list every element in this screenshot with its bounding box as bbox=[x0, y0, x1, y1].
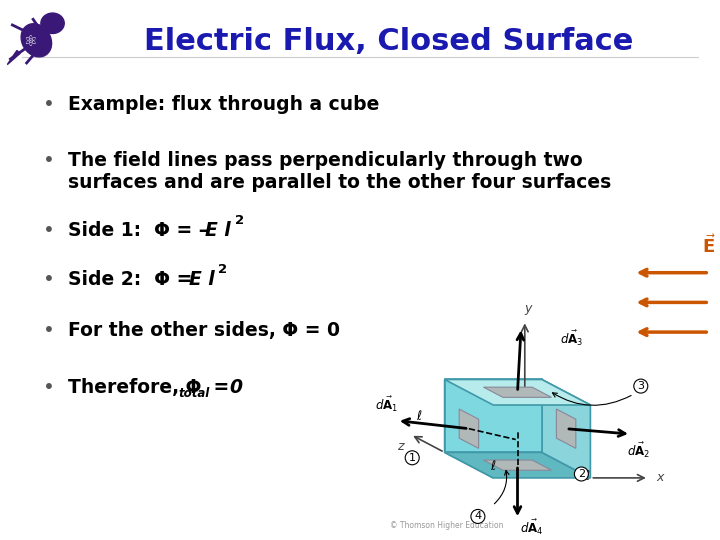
Polygon shape bbox=[445, 380, 493, 478]
Text: ⚛: ⚛ bbox=[23, 35, 37, 50]
Circle shape bbox=[41, 13, 64, 33]
Polygon shape bbox=[542, 380, 590, 478]
Text: 2: 2 bbox=[578, 469, 585, 479]
Text: $\vec{\mathbf{E}}$: $\vec{\mathbf{E}}$ bbox=[702, 234, 716, 257]
Text: Electric Flux, Closed Surface: Electric Flux, Closed Surface bbox=[144, 27, 634, 56]
Polygon shape bbox=[445, 453, 590, 478]
FancyArrowPatch shape bbox=[552, 393, 631, 406]
Text: 2: 2 bbox=[235, 214, 244, 227]
Text: $d\vec{\mathbf{A}}_2$: $d\vec{\mathbf{A}}_2$ bbox=[626, 441, 649, 460]
Text: z: z bbox=[397, 440, 403, 453]
FancyArrowPatch shape bbox=[495, 470, 509, 504]
Text: For the other sides, Φ = 0: For the other sides, Φ = 0 bbox=[68, 321, 341, 340]
Polygon shape bbox=[445, 380, 542, 453]
Text: Side 1:  Φ = –: Side 1: Φ = – bbox=[68, 221, 215, 240]
Polygon shape bbox=[445, 380, 590, 405]
Text: $\ell$: $\ell$ bbox=[585, 469, 591, 483]
Text: © Thomson Higher Education: © Thomson Higher Education bbox=[390, 521, 503, 530]
Polygon shape bbox=[7, 51, 20, 65]
Text: The field lines pass perpendicularly through two
surfaces and are parallel to th: The field lines pass perpendicularly thr… bbox=[68, 151, 612, 192]
Text: •: • bbox=[43, 94, 55, 113]
Ellipse shape bbox=[21, 24, 52, 57]
Polygon shape bbox=[484, 387, 552, 397]
Text: •: • bbox=[43, 151, 55, 170]
Text: $\ell$: $\ell$ bbox=[490, 459, 497, 473]
Text: E l: E l bbox=[189, 270, 215, 289]
Text: $d\vec{\mathbf{A}}_3$: $d\vec{\mathbf{A}}_3$ bbox=[560, 329, 583, 348]
Text: Side 2:  Φ =: Side 2: Φ = bbox=[68, 270, 199, 289]
Text: •: • bbox=[43, 378, 55, 397]
Text: $\ell$: $\ell$ bbox=[416, 409, 423, 423]
Text: 4: 4 bbox=[474, 511, 482, 522]
Text: x: x bbox=[656, 471, 663, 484]
Text: Example: flux through a cube: Example: flux through a cube bbox=[68, 94, 379, 113]
Text: Therefore, Φ: Therefore, Φ bbox=[68, 378, 202, 397]
Text: 3: 3 bbox=[637, 381, 644, 391]
Text: 0: 0 bbox=[229, 378, 242, 397]
Polygon shape bbox=[459, 409, 479, 448]
Text: •: • bbox=[43, 321, 55, 340]
Text: E l: E l bbox=[205, 221, 231, 240]
Polygon shape bbox=[484, 460, 552, 470]
Text: $d\vec{\mathbf{A}}_1$: $d\vec{\mathbf{A}}_1$ bbox=[374, 395, 397, 414]
Text: total: total bbox=[179, 387, 210, 400]
Text: $d\vec{\mathbf{A}}_4$: $d\vec{\mathbf{A}}_4$ bbox=[520, 518, 544, 537]
Text: 2: 2 bbox=[218, 263, 228, 276]
Text: •: • bbox=[43, 221, 55, 240]
Text: =: = bbox=[207, 378, 236, 397]
Polygon shape bbox=[557, 409, 576, 448]
Text: •: • bbox=[43, 270, 55, 289]
Text: 1: 1 bbox=[409, 453, 415, 463]
Text: y: y bbox=[525, 302, 532, 315]
